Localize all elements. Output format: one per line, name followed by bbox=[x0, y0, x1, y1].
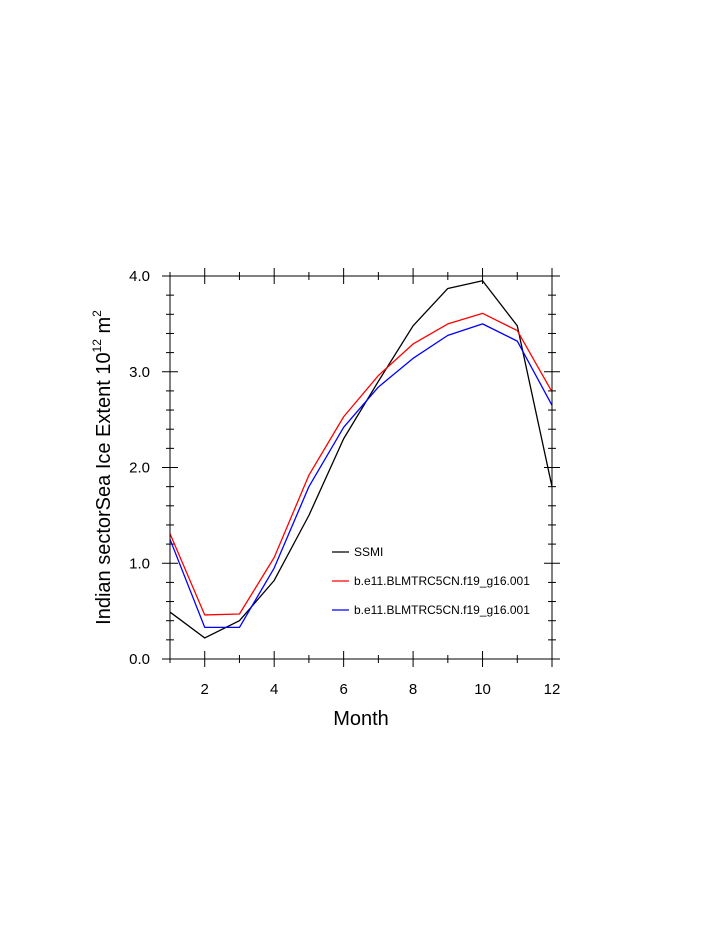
y-axis-title-unit: m bbox=[93, 317, 115, 339]
y-tick-label: 1.0 bbox=[129, 555, 150, 572]
x-tick-label: 2 bbox=[201, 681, 209, 698]
y-tick-label: 3.0 bbox=[129, 364, 150, 381]
x-tick-label: 4 bbox=[270, 681, 278, 698]
legend: SSMI b.e11.BLMTRC5CN.f19_g16.001 b.e11.BLM… bbox=[332, 545, 530, 617]
series-line-3 bbox=[169, 323, 553, 629]
plot-frame bbox=[169, 275, 553, 660]
x-axis-title: Month bbox=[333, 708, 389, 730]
y-axis-title-unit-exponent: 2 bbox=[90, 310, 104, 317]
series-line-1 bbox=[169, 280, 553, 639]
tick-labels: 2 4 6 8 10 12 0.0 1.0 2.0 3.0 4.0 bbox=[129, 268, 560, 698]
y-tick-label: 4.0 bbox=[129, 268, 150, 285]
y-axis-title: Indian sectorSea Ice Extent 1012 m2 bbox=[90, 310, 115, 625]
y-axis-title-main: Indian sectorSea Ice Extent 10 bbox=[93, 352, 115, 624]
legend-label-3: b.e11.BLMTRC5CN.f19_g16.001 bbox=[354, 603, 530, 617]
x-tick-label: 6 bbox=[339, 681, 347, 698]
legend-label-1: SSMI bbox=[354, 545, 383, 559]
y-tick-label: 2.0 bbox=[129, 460, 150, 477]
y-axis-title-exponent: 12 bbox=[90, 339, 104, 353]
series-line-2 bbox=[169, 312, 553, 616]
x-tick-label: 8 bbox=[409, 681, 417, 698]
x-tick-label: 12 bbox=[544, 681, 561, 698]
x-tick-label: 10 bbox=[474, 681, 491, 698]
legend-label-2: b.e11.BLMTRC5CN.f19_g16.001 bbox=[354, 574, 530, 588]
y-tick-label: 0.0 bbox=[129, 651, 150, 668]
series-lines bbox=[169, 280, 553, 639]
